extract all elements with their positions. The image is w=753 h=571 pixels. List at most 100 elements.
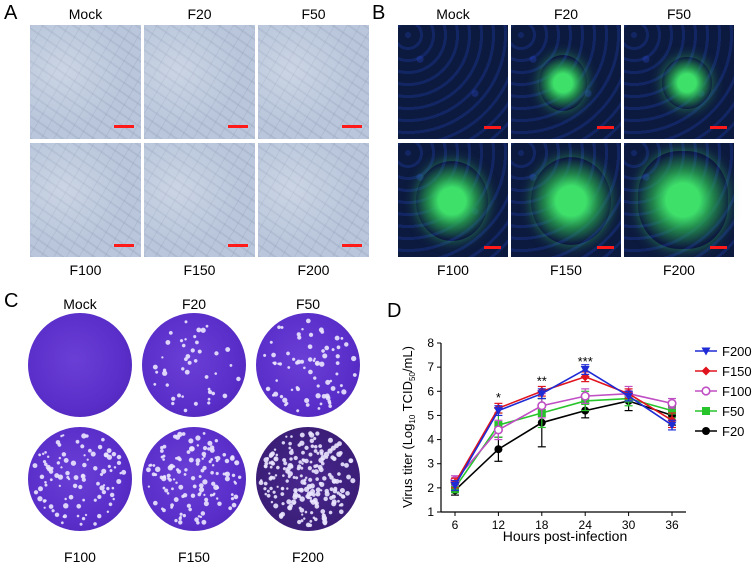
panel-b-image-f200 [624,143,734,257]
panel-a-label-f50: F50 [301,6,326,22]
panel-c-label-f150: F150 [178,549,210,565]
data-point [701,386,711,396]
panel-a-label-f200: F200 [297,262,330,278]
panel-a-image-f150 [144,143,255,257]
plaque-well-mock [28,313,132,417]
panel-a-letter: A [4,2,18,24]
panel-b-image-f100 [398,143,508,257]
plaque-well-f100 [28,427,132,531]
data-point [624,392,634,401]
y-tick-label: 5 [427,408,434,422]
series-f200 [450,364,677,491]
series-line [454,392,673,482]
panel-b-image-f50 [624,25,734,139]
y-tick-label: 7 [427,360,434,374]
panel-a-label-f100: F100 [69,262,102,278]
legend-label: F150 [722,364,752,379]
infected-cell-focus [662,57,712,109]
data-point [702,407,710,415]
legend-entry-f200: F200 [695,344,752,359]
data-point [667,421,677,430]
chart-series [450,364,677,496]
legend-entry-f150: F150 [695,364,752,379]
infected-cell-focus [539,55,587,111]
significance-marker: * [496,390,501,405]
data-point [537,390,547,399]
legend-label: F20 [722,424,744,439]
x-tick-label: 12 [492,518,506,532]
y-tick-label: 1 [427,505,434,519]
scale-bar [228,125,248,128]
plaque-well-f50 [256,313,360,417]
panel-c-label-mock: Mock [63,296,97,312]
y-tick-label: 8 [427,336,434,350]
data-point [667,398,677,408]
y-tick-label: 2 [427,481,434,495]
y-tick-label: 6 [427,384,434,398]
panel-a-image-mock [30,25,141,139]
infected-cell-focus [638,151,728,249]
scale-bar [342,125,362,128]
panel-c-letter: C [4,290,19,312]
infected-cell-focus [416,161,488,241]
data-point [493,425,504,435]
panel-b-label-f20: F20 [553,6,579,22]
data-point [702,427,710,435]
panel-b-image-f20 [511,25,621,139]
panel-c-label-f20: F20 [181,296,207,312]
panel-b-label-f50: F50 [666,6,692,22]
panel-c-label-f200: F200 [292,549,324,565]
data-point [701,347,711,356]
series-f150 [450,371,677,489]
data-point [580,391,590,401]
scale-bar [114,125,134,128]
legend-entry-f50: F50 [695,404,744,419]
y-tick-label: 4 [427,433,434,447]
panel-b-label-f100: F100 [437,262,469,278]
panel-a-label-f20: F20 [187,6,212,22]
significance-marker: ** [537,373,547,388]
panel-b-image-mock [398,25,508,139]
infected-cell-focus [531,157,611,245]
panel-b-label-f150: F150 [550,262,582,278]
scale-bar [597,126,614,129]
scale-bar [484,126,501,129]
series-line [454,368,673,486]
panel-b-label-mock: Mock [436,6,470,22]
legend-entry-f20: F20 [695,424,744,439]
x-axis-label: Hours post-infection [503,528,628,544]
chart-legend: F200 F150 F100 F50 F20 [695,344,752,439]
series-line [454,400,673,491]
panel-c-label-f50: F50 [295,296,321,312]
scale-bar [710,126,727,129]
panel-b-label-f200: F200 [663,262,695,278]
series-f50 [451,390,676,494]
panel-d-letter: D [387,300,402,322]
panel-b-letter: B [372,2,386,24]
panel-a-label-mock: Mock [68,6,103,22]
scale-bar [710,246,727,249]
legend-label: F200 [722,344,752,359]
plaque-well-f150 [142,427,246,531]
x-tick-label: 30 [622,518,636,532]
legend-entry-f100: F100 [695,384,752,399]
panel-c-label-f100: F100 [64,549,96,565]
scale-bar [342,244,362,247]
data-point [537,401,547,411]
y-axis-label: Virus titer (Log10 TCID50/mL) [400,346,417,508]
panel-a-image-f50 [258,25,369,139]
x-tick-label: 36 [665,518,679,532]
x-tick-label: 24 [579,518,593,532]
panel-b-image-f150 [511,143,621,257]
panel-a-label-f150: F150 [183,262,216,278]
data-point [668,406,676,415]
scale-bar [484,246,501,249]
series-line [454,375,673,484]
scale-bar [114,244,134,247]
x-tick-label: 6 [452,518,459,532]
data-point [701,366,711,376]
scale-bar [228,244,248,247]
y-tick-label: 3 [427,457,434,471]
